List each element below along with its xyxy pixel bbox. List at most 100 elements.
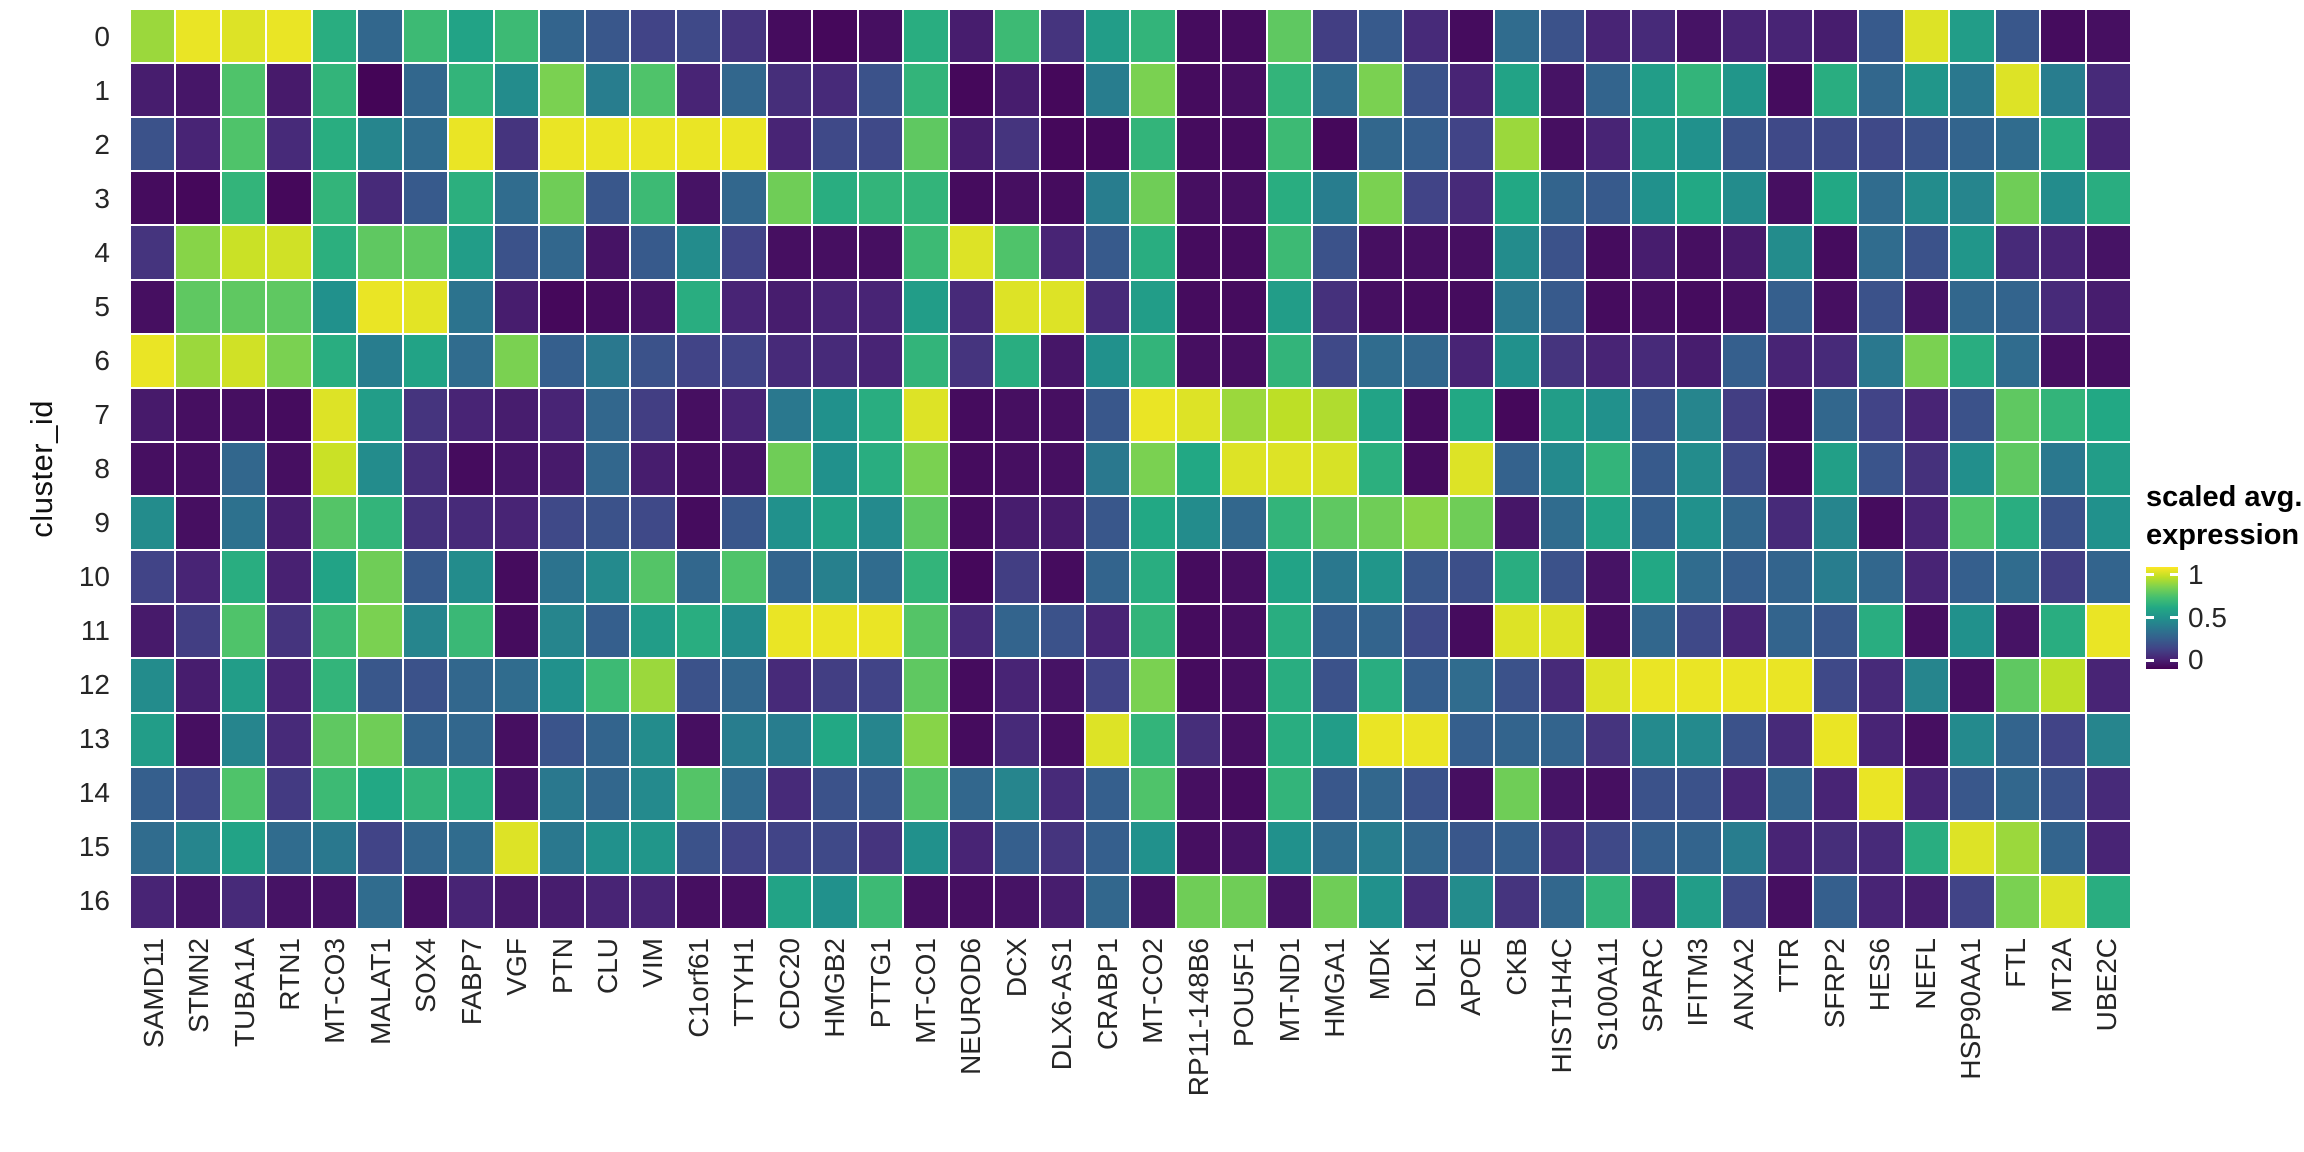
- heatmap-cell: [676, 659, 721, 712]
- heatmap-cell: [1677, 334, 1721, 387]
- heatmap-cell: [904, 605, 948, 658]
- heatmap-cell: [949, 605, 994, 658]
- heatmap-cell: [221, 551, 266, 604]
- heatmap-cell: [1722, 497, 1767, 550]
- heatmap-cell: [767, 172, 812, 225]
- heatmap-cell: [722, 821, 766, 874]
- heatmap-cell: [2086, 118, 2130, 171]
- heatmap-cell: [1267, 10, 1312, 63]
- heatmap-cell: [1176, 659, 1221, 712]
- heatmap-cell: [449, 551, 493, 604]
- heatmap-cell: [449, 64, 493, 117]
- heatmap-cell: [1176, 442, 1221, 496]
- heatmap-cell: [1358, 334, 1403, 387]
- legend-tick-mark: [2170, 658, 2178, 662]
- heatmap-cell: [1722, 551, 1767, 604]
- heatmap-cell: [1631, 551, 1676, 604]
- heatmap-cell: [722, 442, 766, 496]
- heatmap-cell: [1358, 875, 1403, 928]
- heatmap-cell: [1267, 767, 1312, 820]
- heatmap-cell: [1449, 118, 1494, 171]
- heatmap-cell: [1768, 605, 1812, 658]
- heatmap-cell: [1040, 713, 1085, 766]
- heatmap-cell: [995, 767, 1039, 820]
- heatmap-cell: [1495, 875, 1539, 928]
- heatmap-cell: [494, 821, 539, 874]
- heatmap-cell: [1449, 10, 1494, 63]
- heatmap-cell: [267, 226, 311, 279]
- heatmap-cell: [676, 334, 721, 387]
- heatmap-cell: [1995, 713, 2040, 766]
- heatmap-cell: [1768, 659, 1812, 712]
- heatmap-cell: [358, 767, 402, 820]
- heatmap-cell: [312, 280, 357, 333]
- heatmap-cell: [1267, 118, 1312, 171]
- heatmap-cell: [1631, 875, 1676, 928]
- heatmap-cell: [1859, 875, 1903, 928]
- heatmap-cell: [221, 172, 266, 225]
- heatmap-cell: [1176, 10, 1221, 63]
- heatmap-cell: [676, 442, 721, 496]
- heatmap-cell: [1404, 713, 1448, 766]
- heatmap-cell: [1313, 226, 1357, 279]
- y-tick-label: 11: [80, 615, 110, 646]
- heatmap-cell: [1040, 388, 1085, 441]
- heatmap-cell: [1904, 821, 1949, 874]
- heatmap-cell: [585, 659, 630, 712]
- heatmap-cell: [1495, 713, 1539, 766]
- heatmap-cell: [1040, 659, 1085, 712]
- heatmap-cell: [1904, 280, 1949, 333]
- heatmap-cell: [1950, 172, 1994, 225]
- heatmap-cell: [676, 767, 721, 820]
- heatmap-cell: [2086, 10, 2130, 63]
- heatmap-cell: [1859, 821, 1903, 874]
- heatmap-cell: [813, 605, 857, 658]
- heatmap-cell: [1813, 442, 1858, 496]
- heatmap-cell: [131, 767, 175, 820]
- heatmap-cell: [1358, 226, 1403, 279]
- heatmap-cell: [403, 226, 448, 279]
- heatmap-cell: [1677, 442, 1721, 496]
- heatmap-cell: [267, 118, 311, 171]
- heatmap-cell: [312, 713, 357, 766]
- heatmap-cell: [904, 875, 948, 928]
- heatmap-cell: [1859, 280, 1903, 333]
- heatmap-cell: [494, 64, 539, 117]
- heatmap-cell: [1631, 64, 1676, 117]
- legend-title-line1: scaled avg.: [2146, 481, 2303, 513]
- heatmap-cell: [1176, 497, 1221, 550]
- heatmap-cell: [358, 64, 402, 117]
- heatmap-cell: [221, 442, 266, 496]
- heatmap-cell: [1677, 10, 1721, 63]
- heatmap-cell: [995, 497, 1039, 550]
- heatmap-cell: [1267, 442, 1312, 496]
- heatmap-cell: [585, 821, 630, 874]
- heatmap-cell: [858, 334, 903, 387]
- heatmap-cell: [1495, 497, 1539, 550]
- heatmap-cell: [1995, 172, 2040, 225]
- heatmap-cell: [1086, 172, 1130, 225]
- heatmap-cell: [1768, 767, 1812, 820]
- heatmap-cell: [1222, 64, 1266, 117]
- heatmap-cell: [1131, 605, 1175, 658]
- heatmap-cell: [1040, 226, 1085, 279]
- heatmap-cell: [540, 226, 584, 279]
- heatmap-cell: [1449, 605, 1494, 658]
- heatmap-cell: [858, 605, 903, 658]
- heatmap-cell: [1313, 767, 1357, 820]
- heatmap-cell: [449, 280, 493, 333]
- heatmap-cell: [1586, 875, 1630, 928]
- heatmap-cell: [540, 497, 584, 550]
- heatmap-cell: [2041, 821, 2085, 874]
- heatmap-cell: [2086, 172, 2130, 225]
- heatmap-cell: [1540, 821, 1585, 874]
- heatmap-cell: [2041, 442, 2085, 496]
- heatmap-cell: [995, 605, 1039, 658]
- heatmap-cell: [858, 713, 903, 766]
- heatmap-cell: [540, 388, 584, 441]
- heatmap-cell: [1722, 10, 1767, 63]
- heatmap-cell: [585, 388, 630, 441]
- x-tick-label: NEFL: [1909, 938, 1941, 1010]
- heatmap-cell: [1768, 280, 1812, 333]
- heatmap-cell: [1404, 605, 1448, 658]
